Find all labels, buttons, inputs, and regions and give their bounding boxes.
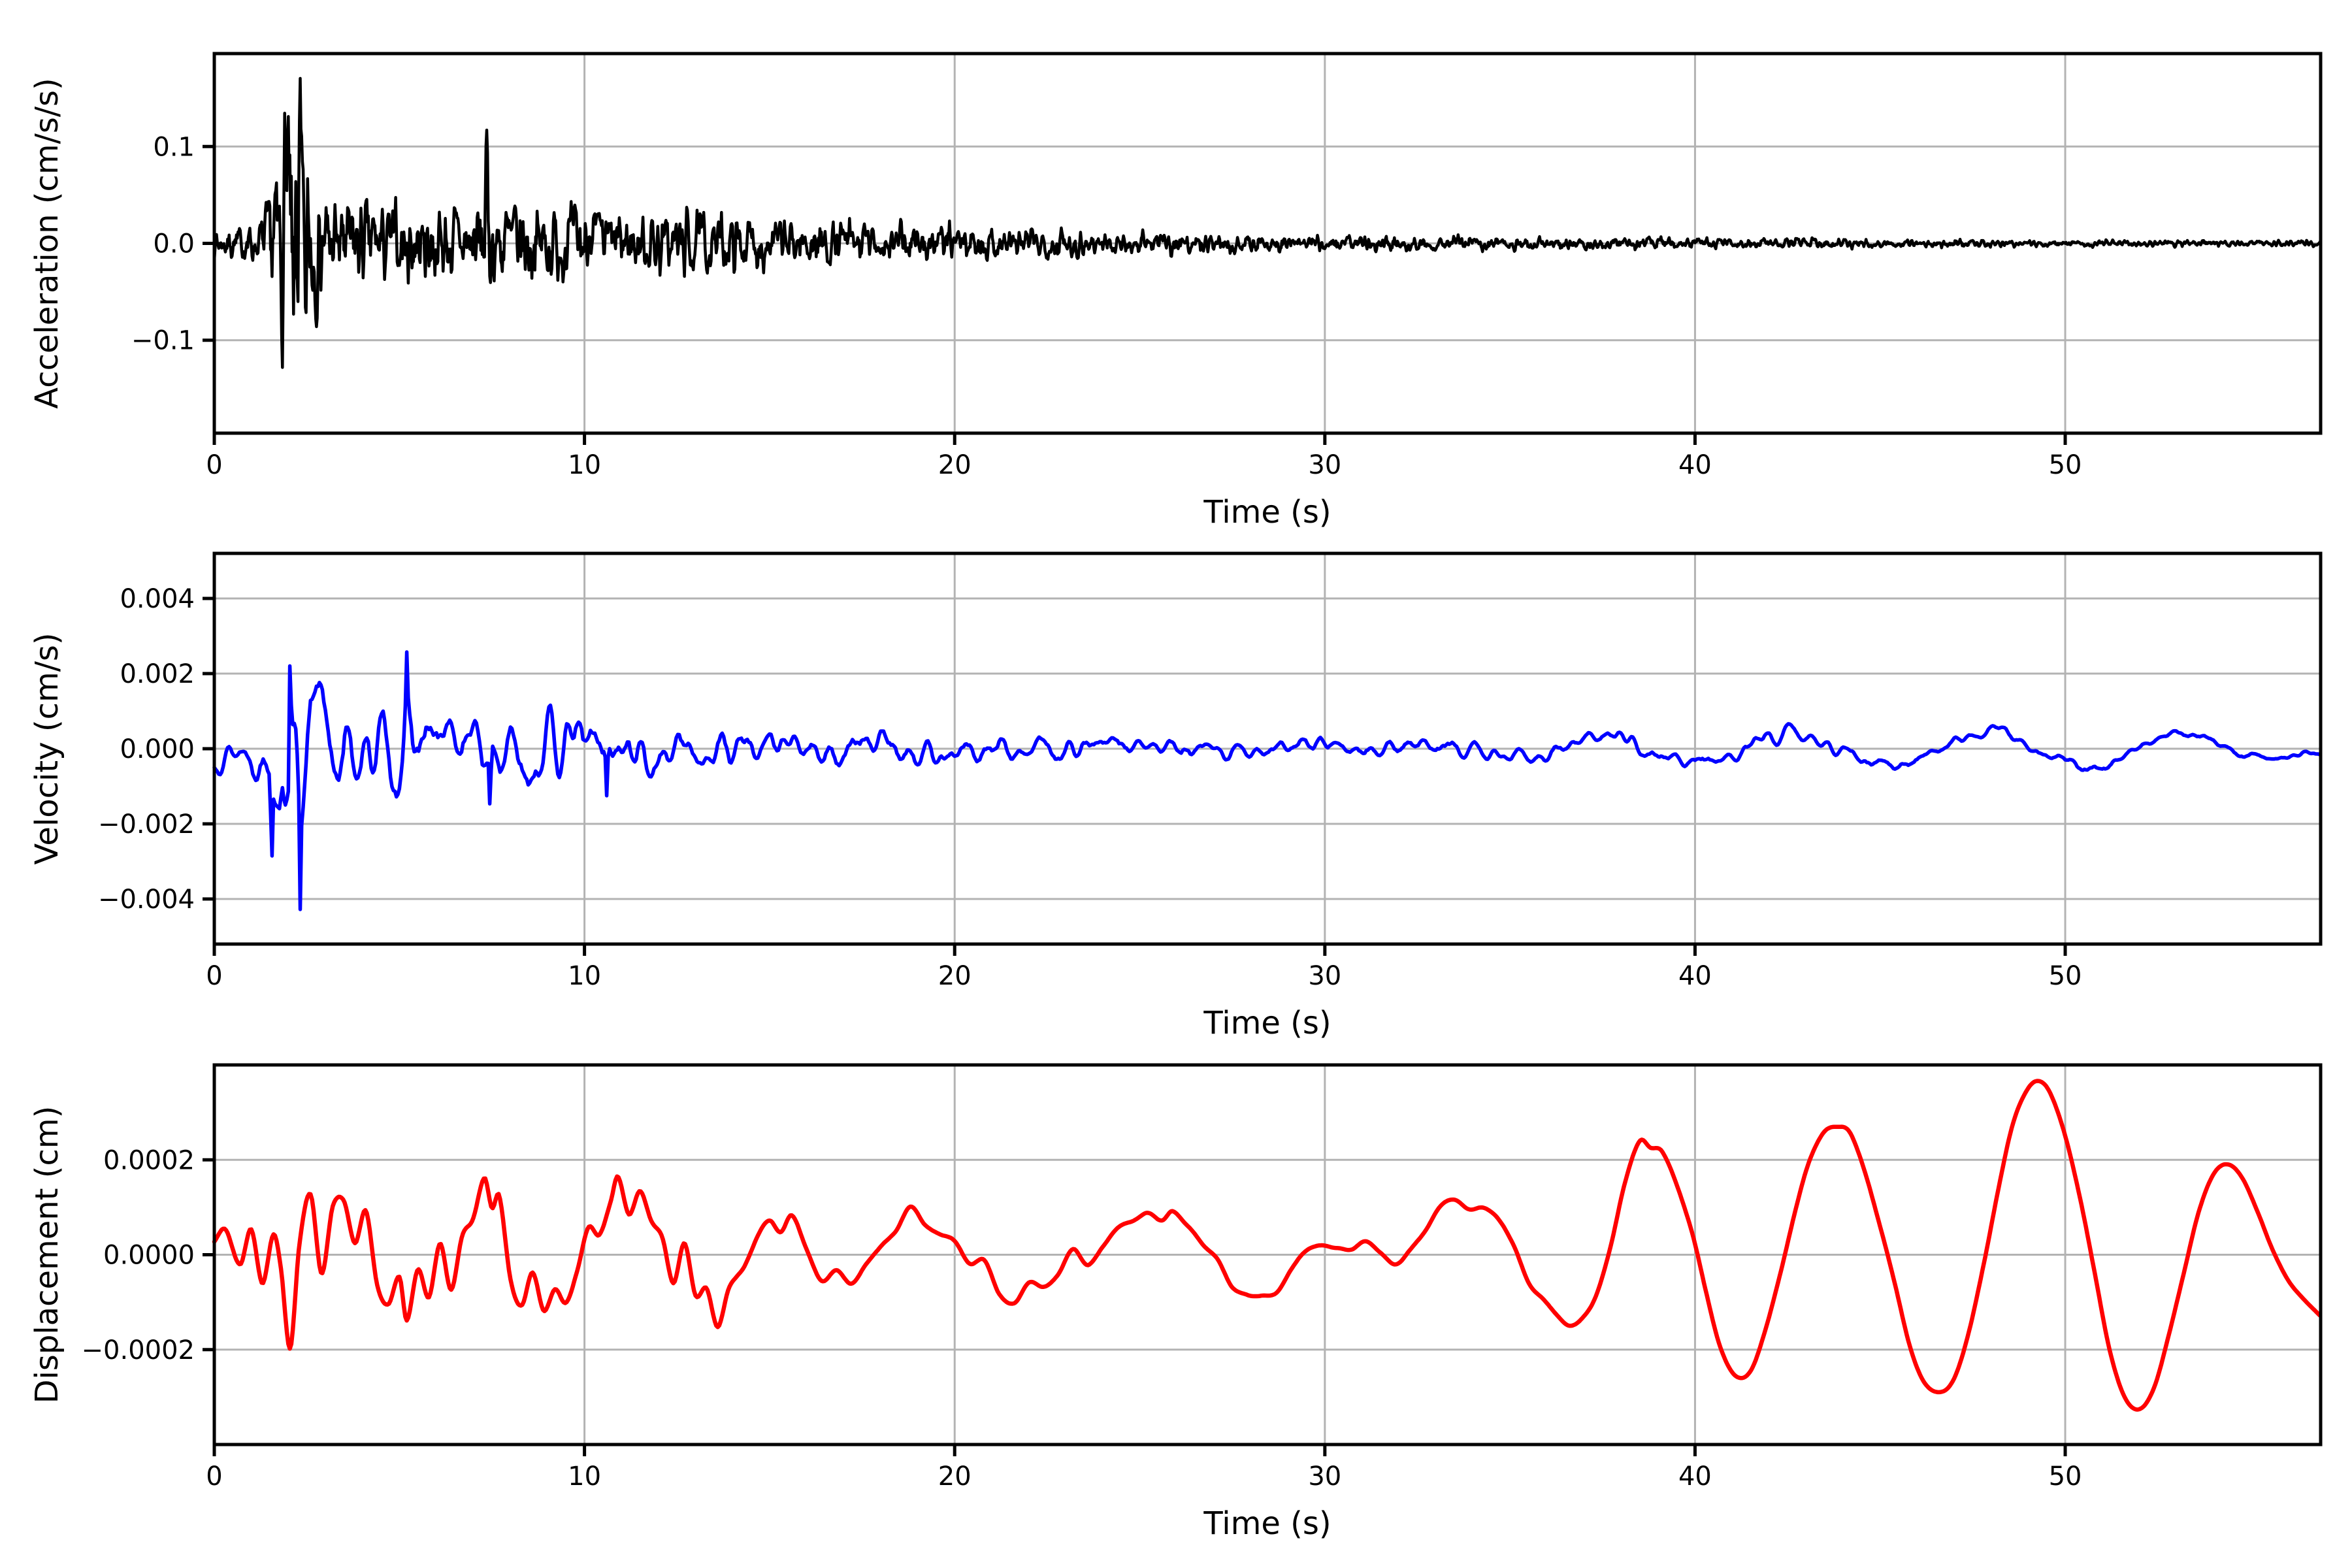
velocity-subplot: 0 10 20 30 40 50 0.004 0.002 0.000 −0.002 −0.004 V… bbox=[29, 551, 2323, 1041]
x-tick-label: 10 bbox=[568, 1462, 601, 1492]
y-tick-label: 0.0000 bbox=[103, 1241, 195, 1271]
x-tick-label: 30 bbox=[1308, 1462, 1341, 1492]
displacement-subplot: 0 10 20 30 40 50 0.0002 0.0000 −0.0002 Displacem… bbox=[29, 1063, 2323, 1542]
y-tick-label: 0.0002 bbox=[103, 1145, 195, 1175]
x-tick-label: 40 bbox=[1678, 450, 1712, 480]
y-tick-label: 0.1 bbox=[153, 132, 195, 162]
displacement-trace bbox=[212, 1079, 2323, 1412]
y-tick-label: −0.0002 bbox=[82, 1335, 195, 1365]
x-tick-label: 0 bbox=[206, 961, 222, 991]
x-tick-label: 10 bbox=[568, 450, 601, 480]
y-tick-label: 0.002 bbox=[120, 659, 195, 689]
velocity-ticks: 0 10 20 30 40 50 0.004 0.002 0.000 −0.002 −0.004 bbox=[98, 584, 2082, 991]
y-tick-label: 0.004 bbox=[120, 584, 195, 614]
x-tick-label: 30 bbox=[1308, 450, 1341, 480]
x-tick-label: 20 bbox=[938, 961, 972, 991]
x-tick-label: 40 bbox=[1678, 1462, 1712, 1492]
y-tick-label: 0.0 bbox=[153, 229, 195, 259]
x-tick-label: 20 bbox=[938, 1462, 972, 1492]
acceleration-subplot: 0 10 20 30 40 50 0.1 0.0 −0.1 Acceleration (cm/s… bbox=[29, 52, 2323, 531]
x-tick-label: 50 bbox=[2049, 961, 2082, 991]
velocity-waveform bbox=[212, 650, 2322, 911]
displacement-xlabel: Time (s) bbox=[1203, 1505, 1331, 1542]
displacement-ticks: 0 10 20 30 40 50 0.0002 0.0000 −0.0002 bbox=[82, 1145, 2082, 1492]
x-tick-label: 50 bbox=[2049, 450, 2082, 480]
velocity-grid bbox=[213, 553, 2321, 944]
y-tick-label: −0.002 bbox=[98, 809, 195, 840]
displacement-grid bbox=[213, 1065, 2321, 1445]
velocity-trace bbox=[212, 650, 2322, 911]
y-tick-label: −0.1 bbox=[131, 326, 195, 356]
y-tick-label: 0.000 bbox=[120, 734, 195, 764]
x-tick-label: 20 bbox=[938, 450, 972, 480]
acceleration-ticks: 0 10 20 30 40 50 0.1 0.0 −0.1 bbox=[131, 132, 2082, 480]
y-tick-label: −0.004 bbox=[98, 885, 195, 915]
x-tick-label: 30 bbox=[1308, 961, 1341, 991]
x-tick-label: 40 bbox=[1678, 961, 1712, 991]
x-tick-label: 0 bbox=[206, 450, 222, 480]
acceleration-ylabel: Acceleration (cm/s/s) bbox=[29, 78, 65, 408]
displacement-waveform bbox=[212, 1079, 2323, 1412]
x-tick-label: 10 bbox=[568, 961, 601, 991]
x-tick-label: 0 bbox=[206, 1462, 222, 1492]
acceleration-xlabel: Time (s) bbox=[1203, 494, 1331, 531]
acceleration-trace bbox=[212, 76, 2323, 369]
x-tick-label: 50 bbox=[2049, 1462, 2082, 1492]
acceleration-waveform bbox=[212, 76, 2323, 369]
velocity-xlabel: Time (s) bbox=[1203, 1005, 1331, 1041]
displacement-ylabel: Displacement (cm) bbox=[29, 1106, 65, 1404]
velocity-ylabel: Velocity (cm/s) bbox=[29, 632, 65, 864]
